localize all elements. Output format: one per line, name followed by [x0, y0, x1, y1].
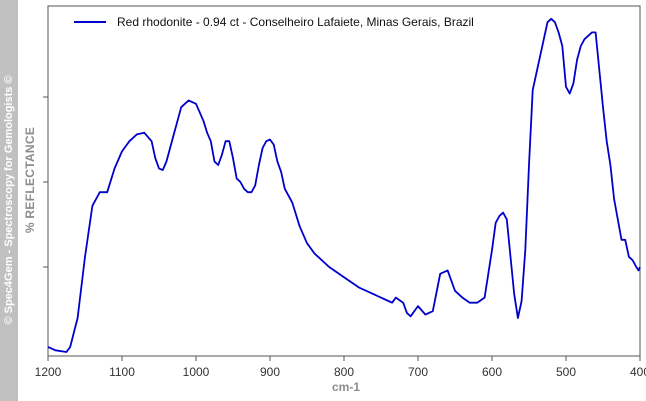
copyright-watermark: © Spec4Gem - Spectroscopy for Gemologist…: [3, 75, 15, 325]
legend-label: Red rhodonite - 0.94 ct - Conselheiro La…: [117, 15, 474, 29]
y-axis-label: % REFLECTANCE: [23, 126, 37, 234]
x-tick-label: 700: [408, 365, 428, 379]
plot-frame: [47, 5, 641, 357]
x-tick-label: 500: [556, 365, 576, 379]
x-tick-label: 1200: [35, 365, 62, 379]
x-tick-label: 400: [630, 365, 646, 379]
x-tick-label: 1100: [109, 365, 135, 379]
x-tick-label: 1000: [183, 365, 210, 379]
x-tick-label: 800: [334, 365, 354, 379]
series-line: [47, 17, 641, 353]
x-axis-label: cm-1: [331, 380, 361, 394]
copyright-strip: © Spec4Gem - Spectroscopy for Gemologist…: [0, 0, 18, 401]
x-tick-label: 600: [482, 365, 502, 379]
x-tick-label: 900: [260, 365, 280, 379]
